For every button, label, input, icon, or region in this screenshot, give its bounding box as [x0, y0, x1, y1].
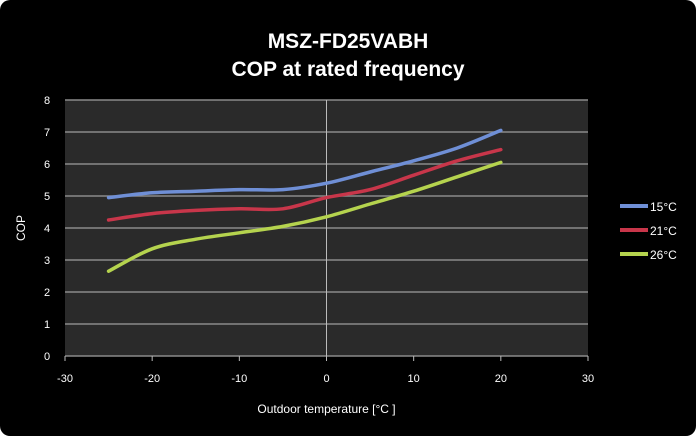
- y-axis-label: COP: [14, 215, 28, 241]
- y-tick-label: 6: [44, 159, 50, 171]
- y-tick-label: 2: [44, 287, 50, 299]
- y-tick-label: 3: [44, 255, 50, 267]
- x-tick-label: 20: [495, 373, 507, 385]
- series-line-26: [106, 160, 503, 273]
- y-tick-label: 8: [44, 95, 50, 107]
- x-tick-label: 10: [408, 373, 420, 385]
- x-tick-label: 30: [582, 373, 594, 385]
- x-tick-label: -10: [231, 373, 247, 385]
- y-tick-label: 5: [44, 191, 50, 203]
- y-tick-label: 1: [44, 319, 50, 331]
- legend-label: 26°C: [650, 248, 677, 262]
- x-tick-label: 0: [323, 373, 329, 385]
- y-tick-label: 0: [44, 351, 50, 363]
- y-tick-label: 4: [44, 223, 50, 235]
- x-axis-label: Outdoor temperature [°C ]: [257, 402, 395, 416]
- series-line-21: [106, 147, 503, 222]
- legend-label: 21°C: [650, 224, 677, 238]
- y-tick-label: 7: [44, 127, 50, 139]
- x-tick-label: -30: [57, 373, 73, 385]
- series-line-15: [106, 128, 503, 200]
- x-tick-label: -20: [144, 373, 160, 385]
- chart-title: MSZ-FD25VABH: [267, 30, 429, 53]
- legend-label: 15°C: [650, 200, 677, 214]
- chart-subtitle: COP at rated frequency: [231, 58, 465, 81]
